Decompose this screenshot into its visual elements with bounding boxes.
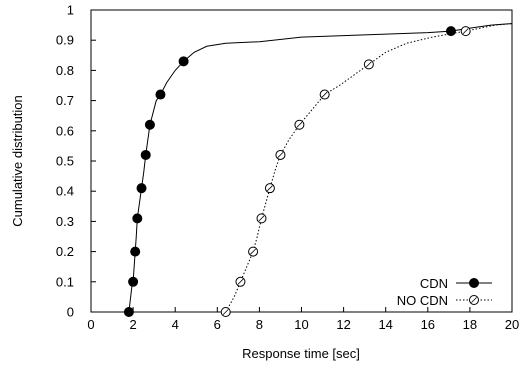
data-point-hatch-no-cdn [267, 185, 273, 192]
y-tick-label: 0.5 [56, 154, 74, 169]
series-cdn [123, 23, 513, 317]
y-tick-label: 1 [67, 3, 74, 18]
y-tick-label: 0.2 [56, 244, 74, 259]
legend-label-no-cdn: NO CDN [397, 293, 448, 308]
x-axis-ticks: 0 2 4 6 8 10 12 14 16 18 20 [87, 307, 519, 332]
x-tick-label: 6 [214, 317, 221, 332]
x-tick-label: 18 [463, 317, 477, 332]
x-tick-label: 12 [336, 317, 350, 332]
x-tick-label: 4 [172, 317, 179, 332]
legend: CDN NO CDN [397, 276, 492, 308]
series-no-cdn [220, 23, 513, 317]
data-point-cdn [132, 213, 143, 224]
y-tick-label: 0.4 [56, 184, 74, 199]
data-point-hatch-no-cdn [222, 309, 229, 315]
data-point-cdn [136, 183, 147, 194]
series-line-no-cdn [225, 23, 513, 313]
data-point-cdn [178, 56, 189, 67]
data-point-hatch-no-cdn [250, 248, 256, 255]
data-point-cdn [445, 26, 456, 37]
x-tick-label: 8 [256, 317, 263, 332]
y-tick-label: 0.8 [56, 63, 74, 78]
y-axis-ticks: 0 0.1 0.2 0.3 0.4 0.5 0.6 0.7 0.8 0.9 1 [56, 3, 96, 320]
series-layer [123, 23, 513, 317]
data-point-hatch-no-cdn [462, 28, 469, 35]
y-tick-label: 0.9 [56, 33, 74, 48]
x-tick-label: 20 [505, 317, 519, 332]
y-tick-label: 0.3 [56, 214, 74, 229]
data-point-hatch-no-cdn [258, 215, 265, 222]
data-point-cdn [140, 149, 151, 160]
x-tick-label: 2 [129, 317, 136, 332]
plot-frame [90, 9, 513, 313]
x-tick-label: 0 [87, 317, 94, 332]
data-point-cdn [128, 276, 139, 287]
y-axis-title: Cumulative distribution [10, 95, 25, 227]
legend-label-cdn: CDN [420, 276, 448, 291]
data-point-cdn [144, 119, 155, 130]
data-point-hatch-no-cdn [365, 61, 372, 68]
y-tick-label: 0.6 [56, 123, 74, 138]
series-line-cdn [128, 23, 513, 313]
data-point-hatch-no-cdn [296, 121, 303, 128]
data-point-hatch-no-cdn [321, 91, 328, 98]
legend-marker-hatch-no-cdn [471, 297, 477, 303]
x-tick-label: 14 [378, 317, 392, 332]
data-point-hatch-no-cdn [277, 152, 284, 158]
data-point-hatch-no-cdn [237, 278, 244, 285]
x-axis-title: Response time [sec] [242, 346, 360, 361]
x-tick-label: 10 [294, 317, 308, 332]
legend-marker-cdn [469, 278, 479, 288]
data-point-cdn [123, 307, 134, 317]
data-point-cdn [155, 89, 166, 100]
x-tick-label: 16 [421, 317, 435, 332]
y-tick-label: 0 [67, 305, 74, 320]
y-tick-label: 0.7 [56, 93, 74, 108]
data-point-cdn [130, 246, 141, 257]
y-tick-label: 0.1 [56, 274, 74, 289]
